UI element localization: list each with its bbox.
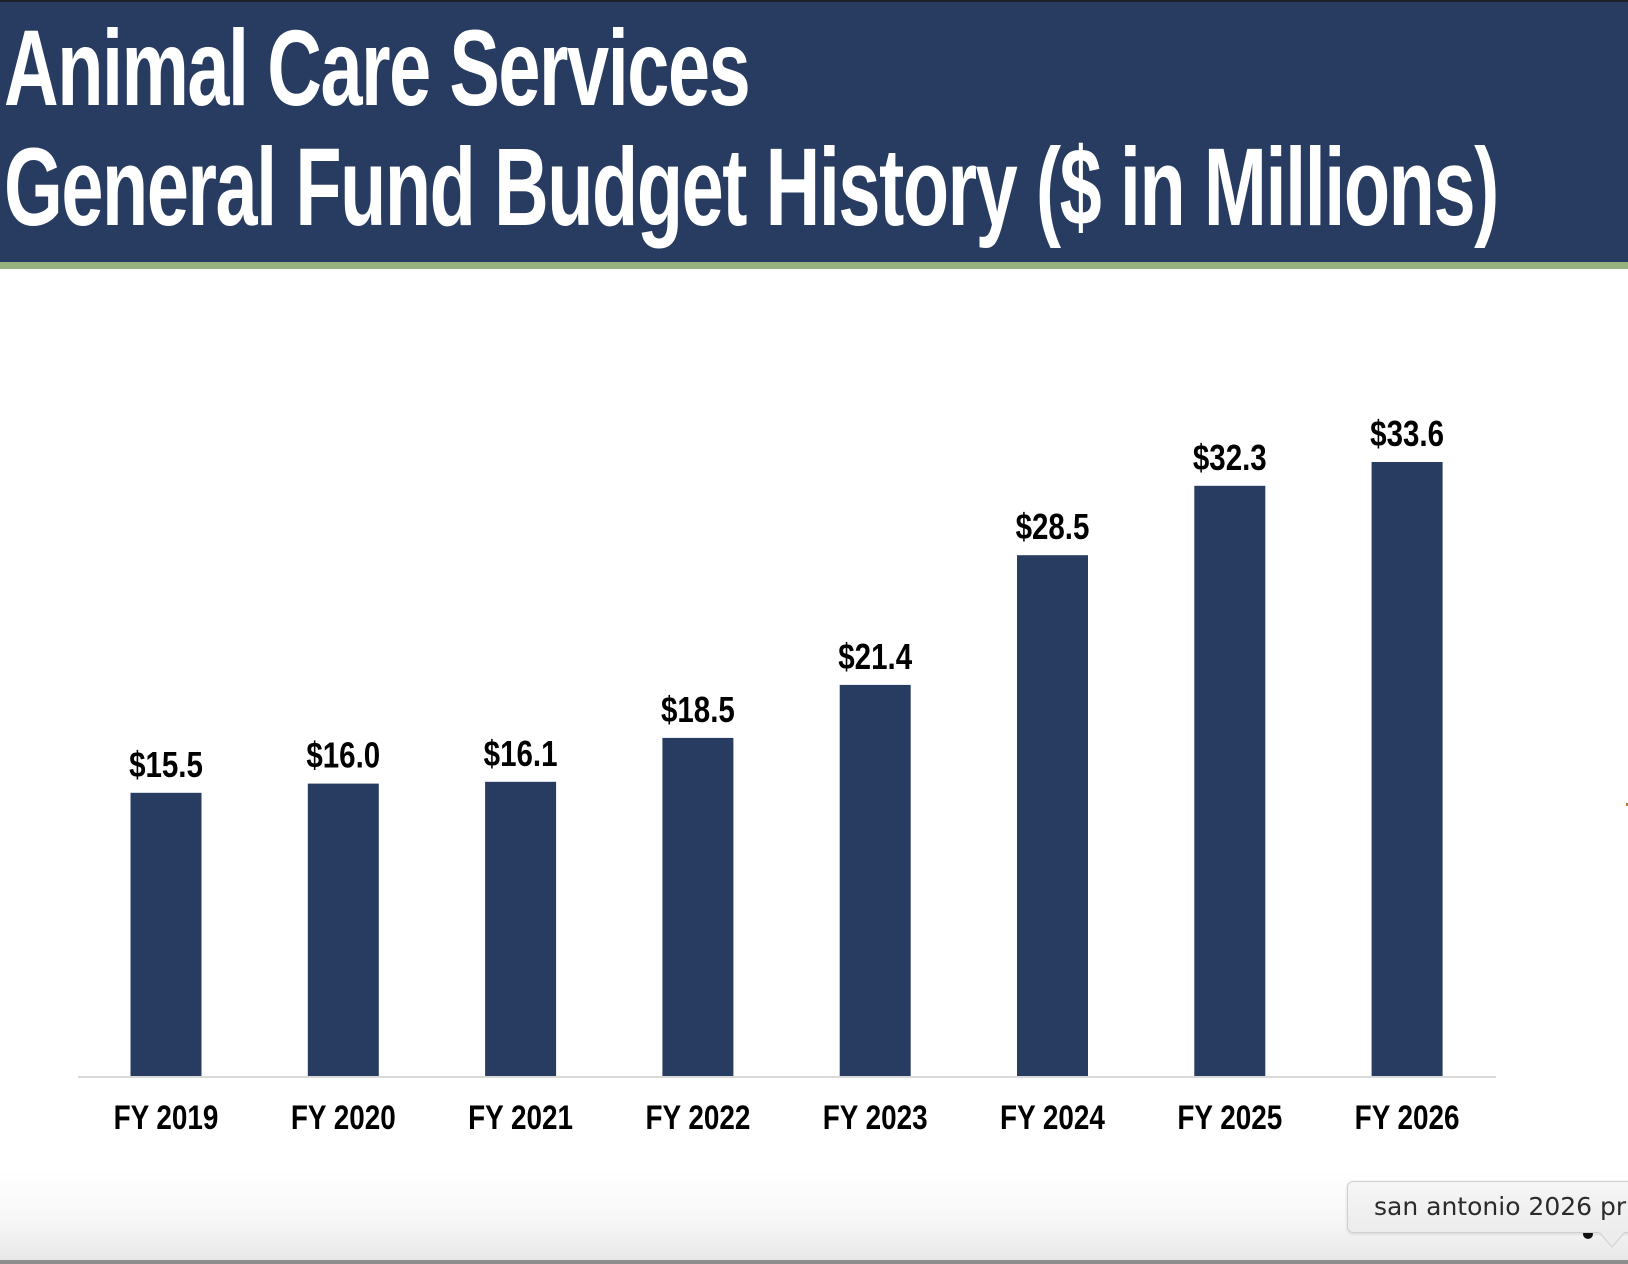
- data-label: $18.5: [661, 689, 735, 729]
- search-tooltip[interactable]: san antonio 2026 pr: [1347, 1181, 1628, 1233]
- data-label: $21.4: [838, 636, 912, 676]
- window-top-edge: [0, 0, 1628, 2]
- data-label: $33.6: [1370, 413, 1444, 453]
- bottom-edge: [0, 1260, 1628, 1264]
- slide-header: Animal Care Services General Fund Budget…: [0, 2, 1628, 262]
- x-tick-label: FY 2019: [114, 1098, 219, 1136]
- cursor-icon: [1583, 1229, 1593, 1239]
- data-label: $16.1: [484, 733, 558, 773]
- bar-fy-2023: [839, 684, 911, 1076]
- bar-fy-2019: [130, 792, 202, 1076]
- edge-marker: [1626, 803, 1628, 806]
- data-label: $32.3: [1193, 437, 1267, 477]
- header-accent-stripe: [0, 262, 1628, 269]
- data-label: $15.5: [129, 744, 203, 784]
- x-tick-label: FY 2024: [1000, 1098, 1105, 1136]
- bar-fy-2026: [1371, 462, 1443, 1076]
- x-tick-label: FY 2023: [823, 1098, 928, 1136]
- bars-group: [130, 462, 1443, 1076]
- data-labels-group: $15.5 $16.0 $16.1 $18.5 $21.4 $28.5 $32.3 $33.6: [129, 413, 1444, 784]
- title-line-2: General Fund Budget History ($ in Millio…: [4, 124, 1499, 249]
- x-tick-label: FY 2022: [645, 1098, 750, 1136]
- tooltip-arrow-fill: [1599, 1231, 1625, 1246]
- x-tick-label: FY 2020: [291, 1098, 396, 1136]
- x-tick-label: FY 2025: [1177, 1098, 1282, 1136]
- data-label: $28.5: [1016, 506, 1090, 546]
- bar-fy-2022: [662, 737, 734, 1076]
- bar-fy-2020: [307, 783, 379, 1076]
- bar-fy-2024: [1017, 555, 1088, 1076]
- x-tick-label: FY 2021: [468, 1098, 573, 1136]
- data-label: $16.0: [306, 735, 380, 775]
- bar-fy-2021: [485, 781, 557, 1076]
- x-tick-label: FY 2026: [1355, 1098, 1460, 1136]
- x-tick-labels-group: FY 2019 FY 2020 FY 2021 FY 2022 FY 2023 FY 20…: [114, 1098, 1460, 1136]
- bar-fy-2025: [1194, 485, 1266, 1076]
- title-line-1: Animal Care Services: [4, 7, 751, 128]
